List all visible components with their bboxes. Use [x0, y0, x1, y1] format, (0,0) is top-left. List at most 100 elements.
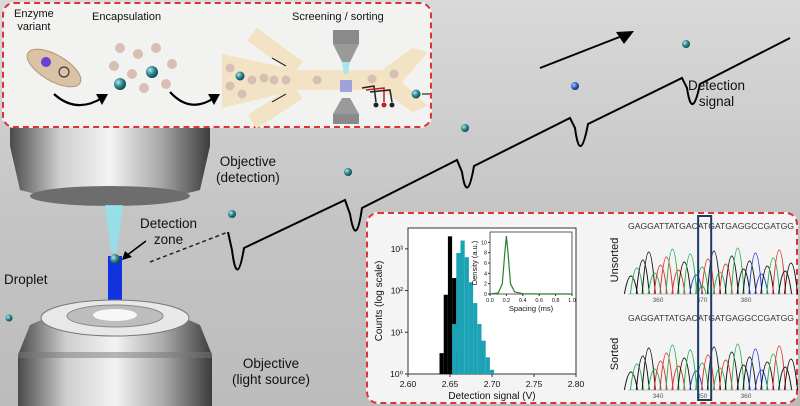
- unsorted-peak: [635, 259, 650, 295]
- detection-signal-trace: [227, 37, 791, 271]
- inset-x-tick-label: 0.0: [486, 298, 494, 304]
- unsorted-label: Unsorted: [609, 238, 621, 283]
- sorting-objectives: [333, 30, 359, 124]
- unsorted-peak: [706, 250, 721, 295]
- hist-bar: [447, 236, 453, 374]
- inset-y-tick-label: 0: [484, 292, 487, 298]
- unsorted-position-tick: 370: [697, 297, 708, 304]
- unsorted-peak: [671, 269, 686, 295]
- microfluidic-channel: [222, 48, 428, 112]
- sorted-peak: [766, 353, 781, 391]
- workflow-panel: Enzyme variant Encapsulation Screening /…: [2, 2, 432, 128]
- inset-y-tick-label: 4: [484, 271, 487, 277]
- encapsulated-droplets: [109, 43, 177, 93]
- inset-y-axis-label: Density (a.u.): [470, 240, 479, 285]
- objective-light-source: [18, 299, 212, 406]
- unsorted-peak: [677, 261, 692, 295]
- droplet: [682, 40, 690, 48]
- sorted-peak: [742, 356, 757, 391]
- unsorted-peak: [665, 248, 680, 295]
- enzyme-variant-cell: [26, 48, 82, 88]
- detection-signal-label: Detection signal: [688, 78, 746, 109]
- hist-bar: [452, 323, 457, 374]
- unsorted-peak: [766, 257, 781, 295]
- unsorted-position-tick: 360: [653, 297, 664, 304]
- sorted-peak: [730, 343, 745, 391]
- sorted-peak: [784, 358, 798, 391]
- x-tick-label: 2.70: [484, 379, 501, 389]
- sorted-peak: [701, 354, 716, 391]
- sorted-peak: [736, 364, 751, 391]
- hist-bar: [439, 353, 444, 374]
- hist-bar: [468, 282, 474, 374]
- hist-bar: [460, 240, 465, 374]
- objective-light-label: Objective (light source): [232, 356, 311, 387]
- mutation-highlight-box: [697, 215, 713, 401]
- x-axis-label: Detection signal (V): [448, 391, 535, 402]
- y-tick-label: 10³: [391, 244, 403, 254]
- inset-x-tick-label: 0.4: [519, 298, 527, 304]
- sorted-peak: [653, 360, 668, 391]
- sorted-peak: [706, 346, 721, 391]
- sorted-peak: [629, 363, 644, 391]
- droplet: [571, 82, 579, 90]
- inset-x-tick-label: 1.0: [568, 298, 576, 304]
- unsorted-peak: [683, 253, 698, 295]
- unsorted-peak: [629, 267, 644, 295]
- sorted-peak: [772, 345, 787, 391]
- droplet: [228, 210, 236, 218]
- inset-y-tick-label: 6: [484, 261, 487, 267]
- sorted-peak: [671, 365, 686, 391]
- unsorted-peak: [695, 266, 710, 295]
- x-tick-label: 2.65: [442, 379, 459, 389]
- sorted-peak: [748, 348, 763, 391]
- unsorted-peak: [701, 258, 716, 295]
- signal-direction-arrow: [539, 35, 623, 69]
- step-enzyme-variant-label: Enzyme variant: [14, 8, 54, 33]
- x-tick-label: 2.80: [568, 379, 585, 389]
- unsorted-peak: [724, 255, 739, 295]
- hist-bar: [464, 257, 469, 374]
- sorted-peak: [635, 355, 650, 391]
- sorted-peak: [778, 366, 793, 391]
- hist-bar: [477, 323, 482, 374]
- zone-pointer-arrow: [122, 240, 147, 260]
- electrodes: [361, 85, 395, 108]
- y-tick-label: 10¹: [391, 327, 403, 337]
- y-tick-label: 10²: [391, 286, 403, 296]
- inset-x-tick-label: 0.8: [552, 298, 560, 304]
- unsorted-peak: [641, 251, 656, 295]
- hist-bar: [489, 369, 495, 374]
- unsorted-peak: [784, 262, 798, 295]
- droplet-in-zone: [110, 254, 120, 264]
- sorted-position-tick: 350: [697, 393, 708, 400]
- y-axis-label: Counts (log scale): [374, 261, 385, 342]
- inset-x-axis-label: Spacing (ms): [509, 304, 554, 313]
- objective-detection-label: Objective (detection): [216, 154, 280, 185]
- unsorted-peak: [653, 264, 668, 295]
- hist-bar: [456, 253, 461, 374]
- unsorted-position-tick: 380: [741, 297, 752, 304]
- sorted-position-tick: 360: [741, 393, 752, 400]
- sorted-peak: [665, 344, 680, 391]
- hist-bar: [485, 357, 490, 374]
- hist-bar: [481, 340, 486, 374]
- sorted-peak: [677, 357, 692, 391]
- sorted-peak: [683, 349, 698, 391]
- x-tick-label: 2.60: [400, 379, 417, 389]
- hist-bar: [443, 294, 448, 374]
- detection-zone-label: Detection zone: [140, 216, 198, 247]
- hist-bar: [473, 303, 478, 374]
- sorted-peak: [760, 361, 775, 391]
- droplet: [344, 168, 352, 176]
- droplet: [461, 124, 469, 132]
- inset-y-tick-label: 10: [481, 240, 487, 246]
- results-panel: 2.60 2.65 2.70 2.75 2.80 10⁰ 10¹ 10² 10³ Detectio…: [366, 212, 798, 404]
- inset-y-tick-label: 2: [484, 282, 487, 288]
- y-tick-label: 10⁰: [390, 369, 403, 379]
- sorted-label: Sorted: [609, 338, 621, 370]
- inset-y-tick-label: 8: [484, 251, 487, 257]
- unsorted-peak: [742, 260, 757, 295]
